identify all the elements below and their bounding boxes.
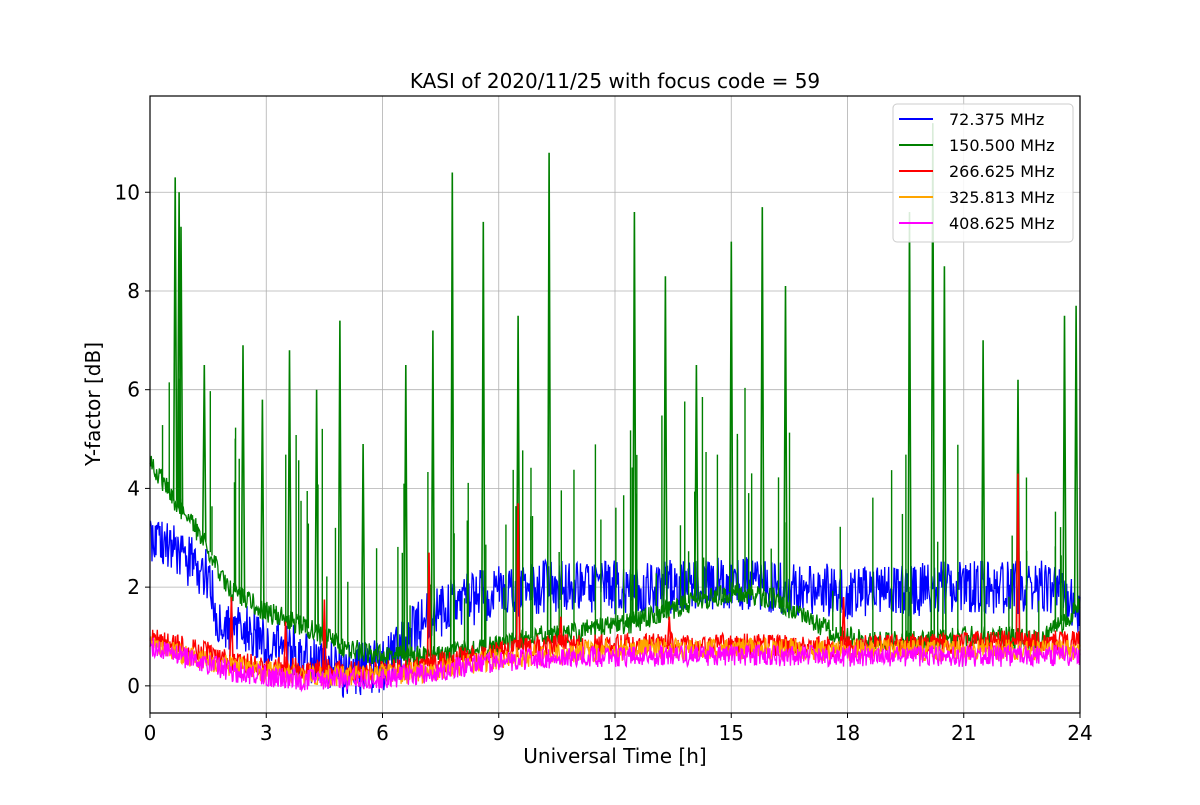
- series-spike: [283, 621, 288, 668]
- series-layer: [149, 123, 1081, 698]
- series-0: [149, 520, 1081, 698]
- series-spike: [430, 330, 436, 655]
- x-axis-label: Universal Time [h]: [523, 744, 706, 768]
- series-spike: [783, 285, 788, 607]
- series-spike: [287, 350, 292, 621]
- series-1: [149, 123, 1081, 667]
- series-spike: [360, 443, 366, 652]
- series-spike: [558, 616, 564, 645]
- series-spike: [941, 266, 947, 640]
- y-tick-label: 8: [127, 279, 140, 303]
- series-spike: [172, 177, 178, 501]
- series-spike: [841, 596, 846, 647]
- series-spike: [515, 503, 521, 649]
- series-spike: [546, 152, 552, 636]
- y-tick-label: 0: [127, 674, 140, 698]
- series-spike: [1073, 305, 1079, 611]
- series-spike: [260, 399, 265, 610]
- series-spike: [666, 616, 672, 644]
- legend-label: 72.375 MHz: [949, 110, 1044, 129]
- x-tick-label: 21: [951, 721, 976, 745]
- x-tick-label: 3: [260, 721, 273, 745]
- x-tick-label: 15: [719, 721, 744, 745]
- series-spike: [631, 211, 637, 622]
- series-spike: [1062, 315, 1067, 621]
- x-tick-label: 24: [1067, 721, 1092, 745]
- legend-label: 408.625 MHz: [949, 214, 1054, 233]
- series-line: [149, 637, 1081, 693]
- x-tick-label: 9: [492, 721, 505, 745]
- series-spike: [178, 226, 184, 509]
- y-tick-label: 2: [127, 575, 140, 599]
- series-spike: [426, 552, 432, 665]
- legend-box: [892, 103, 1074, 243]
- legend-label: 150.500 MHz: [949, 136, 1054, 155]
- y-tick-label: 10: [115, 180, 140, 204]
- series-spike: [759, 207, 765, 597]
- series-spike: [449, 172, 455, 653]
- series-spike: [480, 221, 486, 649]
- x-tick-label: 6: [376, 721, 389, 745]
- legend-label: 325.813 MHz: [949, 188, 1054, 207]
- series-spike: [662, 276, 668, 613]
- series-spike: [337, 320, 343, 645]
- y-tick-label: 4: [127, 476, 140, 500]
- x-tick-label: 0: [144, 721, 157, 745]
- series-spike: [728, 241, 734, 593]
- series-spike: [322, 599, 327, 670]
- series-spike: [240, 345, 246, 598]
- series-line: [149, 520, 1081, 698]
- series-spike: [980, 340, 986, 637]
- series-spike: [201, 364, 207, 542]
- x-tick-label: 12: [602, 721, 627, 745]
- y-axis-label: Y-factor [dB]: [81, 342, 105, 467]
- series-4: [149, 637, 1081, 693]
- series-spike: [403, 364, 409, 657]
- legend-label: 266.625 MHz: [949, 162, 1054, 181]
- x-tick-label: 18: [835, 721, 860, 745]
- legend: 72.375 MHz 150.500 MHz 266.625 MHz 325.813 …: [892, 103, 1074, 243]
- series-spike: [1015, 473, 1021, 642]
- y-tick-label: 6: [127, 378, 140, 402]
- series-spike: [229, 596, 234, 662]
- chart-title: KASI of 2020/11/25 with focus code = 59: [410, 69, 820, 93]
